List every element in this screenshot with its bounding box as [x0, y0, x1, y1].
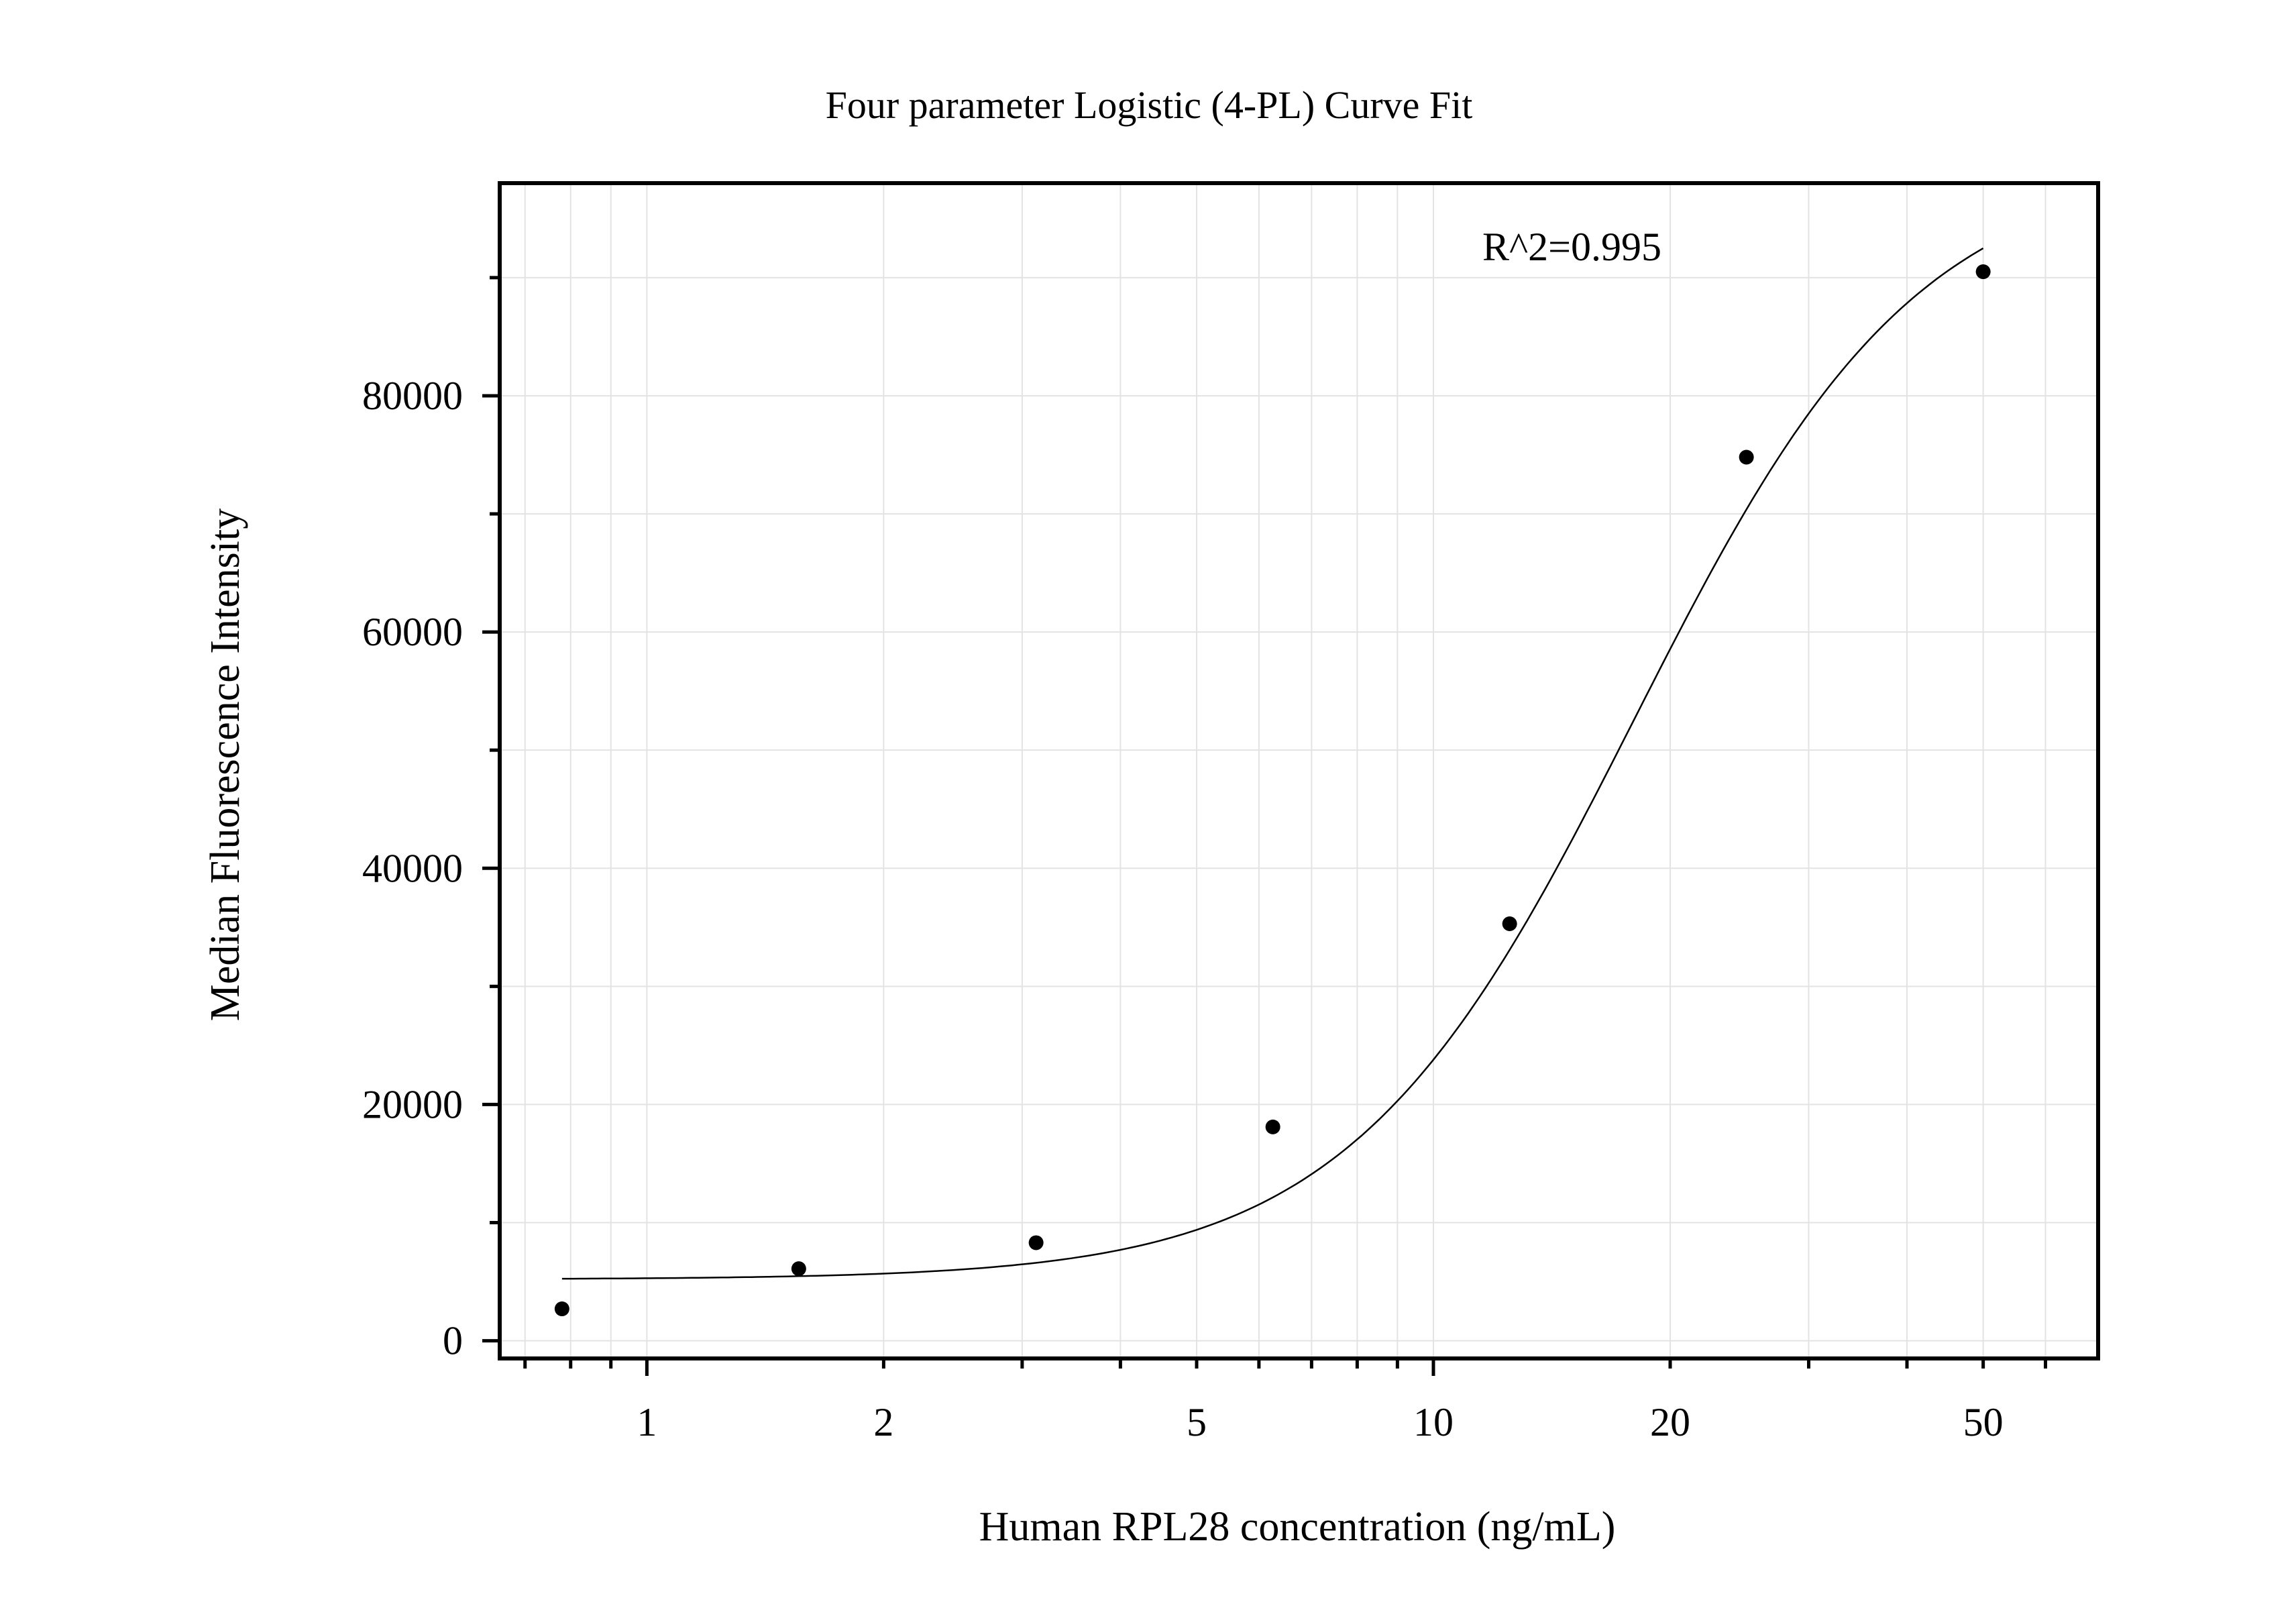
y-axis-label: Median Fluorescence Intensity: [203, 509, 248, 1021]
data-point: [1739, 449, 1754, 465]
data-point: [1265, 1119, 1280, 1134]
x-tick-label: 10: [1413, 1400, 1454, 1444]
r-squared-annotation: R^2=0.995: [1482, 225, 1661, 269]
y-tick-label: 40000: [362, 846, 463, 890]
grid: [500, 183, 2098, 1358]
y-tick-label: 0: [443, 1319, 463, 1363]
y-tick-label: 20000: [362, 1082, 463, 1126]
x-tick-label: 2: [873, 1400, 893, 1444]
fit-curve-layer: [561, 248, 1984, 1280]
y-tick-label: 60000: [362, 610, 463, 654]
chart-title: Four parameter Logistic (4-PL) Curve Fit: [826, 83, 1473, 127]
y-tick-labels: 0 20000 40000 60000 80000: [362, 374, 463, 1363]
fit-curve: [561, 248, 1984, 1280]
x-tick-label: 20: [1650, 1400, 1690, 1444]
data-point: [1975, 264, 1991, 280]
x-axis-label: Human RPL28 concentration (ng/mL): [979, 1504, 1616, 1550]
data-point: [791, 1261, 806, 1277]
x-tick-labels: 1 2 5 10 20 50: [637, 1400, 2003, 1444]
data-points: [554, 264, 1991, 1317]
data-point: [554, 1301, 569, 1317]
x-tick-label: 1: [637, 1400, 657, 1444]
axis-ticks: [482, 276, 2047, 1376]
plot-frame: [498, 181, 2100, 1360]
x-tick-label: 5: [1187, 1400, 1207, 1444]
y-tick-label: 80000: [362, 374, 463, 418]
data-point: [1028, 1235, 1044, 1250]
data-point: [1502, 916, 1517, 932]
x-tick-label: 50: [1963, 1400, 2004, 1444]
